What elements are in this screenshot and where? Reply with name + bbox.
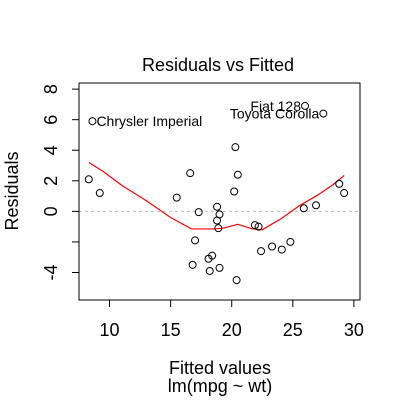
- data-point: [230, 187, 239, 196]
- smoother-line: [88, 161, 345, 231]
- data-point: [208, 251, 217, 260]
- x-tick-label: 15: [161, 320, 181, 340]
- x-tick-label: 30: [344, 320, 364, 340]
- y-tick-label: 6: [41, 115, 61, 125]
- y-tick-label: 4: [41, 145, 61, 155]
- data-point: [191, 236, 200, 245]
- data-point: [268, 242, 277, 251]
- data-point: [340, 189, 349, 198]
- data-point: [286, 237, 295, 246]
- point-label: Toyota Corolla: [230, 106, 320, 122]
- points-layer: [84, 101, 349, 285]
- data-point: [215, 263, 224, 272]
- data-point: [214, 224, 223, 233]
- data-point: [186, 169, 195, 178]
- point-label: Fiat 128: [250, 98, 301, 114]
- model-formula-label: lm(mpg ~ wt): [168, 376, 273, 396]
- data-point: [319, 109, 328, 118]
- y-tick-label: 8: [41, 84, 61, 94]
- x-axis: 10 15 20 25 30: [100, 299, 364, 340]
- data-point: [88, 117, 97, 126]
- y-axis: -4 0 2 4 6 8: [41, 84, 80, 281]
- data-point: [205, 266, 214, 275]
- x-tick-label: 10: [100, 320, 120, 340]
- data-point: [95, 189, 104, 198]
- data-point: [250, 221, 259, 230]
- y-axis-label: Residuals: [2, 151, 22, 230]
- data-point: [233, 170, 242, 179]
- data-point: [194, 208, 203, 217]
- data-point: [215, 210, 224, 219]
- data-point: [232, 276, 241, 285]
- x-tick-label: 20: [222, 320, 242, 340]
- x-tick-label: 25: [283, 320, 303, 340]
- chart-title: Residuals vs Fitted: [142, 55, 294, 75]
- point-label: Chrysler Imperial: [96, 113, 202, 129]
- y-tick-label: -4: [41, 264, 61, 280]
- data-point: [172, 193, 181, 202]
- data-point: [84, 175, 93, 184]
- data-point: [254, 222, 263, 231]
- data-point: [257, 247, 266, 256]
- data-point: [231, 143, 240, 152]
- data-point: [299, 204, 308, 213]
- data-point: [335, 179, 344, 188]
- data-point: [188, 260, 197, 269]
- x-axis-label: Fitted values: [169, 358, 271, 378]
- data-point: [301, 101, 310, 110]
- y-tick-label: 0: [41, 206, 61, 216]
- data-point: [312, 201, 321, 210]
- y-tick-label: 2: [41, 176, 61, 186]
- data-point: [213, 202, 222, 211]
- data-point: [277, 245, 286, 254]
